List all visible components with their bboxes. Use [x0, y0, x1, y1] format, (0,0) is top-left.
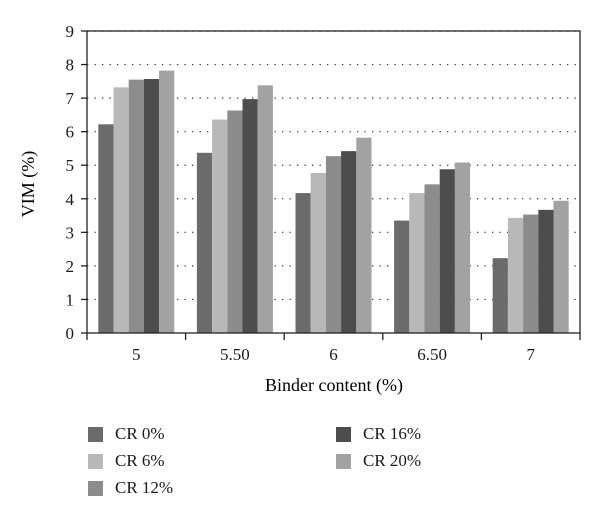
bar	[341, 151, 357, 333]
y-tick-label: 3	[66, 223, 75, 242]
legend: CR 0% CR 6% CR 12% CR 16% CR 20%	[88, 420, 508, 510]
legend-item: CR 12%	[88, 478, 173, 498]
bar	[492, 258, 508, 333]
bar	[325, 156, 342, 333]
x-tick-label: 7	[526, 345, 535, 364]
bar	[538, 209, 554, 333]
legend-label: CR 0%	[115, 424, 165, 443]
y-tick-label: 2	[66, 257, 75, 276]
legend-label: CR 6%	[115, 451, 165, 470]
bar-chart: 0 1 2 3 4 5 6 7 8 9 5 5.50 6 6.50 7 VIM (%) Binder co…	[18, 22, 581, 396]
bar	[439, 169, 455, 333]
bar	[553, 200, 569, 333]
bars	[98, 70, 569, 334]
bar	[212, 119, 228, 333]
bar	[424, 184, 440, 333]
y-tick-labels: 0 1 2 3 4 5 6 7 8 9	[66, 22, 75, 343]
axes	[81, 30, 581, 340]
y-tick-label: 4	[66, 190, 75, 209]
x-tick-label: 5.50	[220, 345, 250, 364]
y-tick-label: 1	[66, 290, 75, 309]
bar	[454, 162, 471, 333]
legend-label: CR 16%	[363, 424, 422, 443]
y-tick-label: 7	[66, 89, 75, 108]
bar	[310, 172, 326, 333]
bar	[295, 193, 311, 333]
bar	[128, 79, 144, 334]
bar	[242, 99, 258, 334]
x-tick-label: 5	[132, 345, 141, 364]
legend-swatch	[336, 426, 351, 442]
bar	[356, 137, 372, 333]
bar	[523, 214, 539, 333]
y-tick-label: 0	[66, 324, 75, 343]
bar	[227, 110, 243, 333]
y-axis-label: VIM (%)	[18, 151, 39, 217]
legend-item: CR 20%	[336, 451, 421, 471]
bar	[196, 152, 213, 333]
legend-item: CR 0%	[88, 424, 165, 444]
legend-item: CR 6%	[88, 451, 165, 471]
legend-label: CR 20%	[363, 451, 422, 470]
legend-label: CR 12%	[115, 478, 174, 497]
bar	[507, 217, 524, 333]
bar	[394, 220, 410, 333]
y-tick-label: 9	[66, 22, 75, 41]
x-tick-label: 6	[329, 345, 338, 364]
y-tick-label: 5	[66, 156, 75, 175]
legend-swatch	[336, 453, 351, 469]
x-axis-label: Binder content (%)	[265, 375, 403, 396]
bar	[143, 78, 160, 334]
bar	[98, 124, 114, 333]
plot-frame	[86, 30, 581, 334]
legend-swatch	[88, 480, 103, 496]
bar	[409, 193, 425, 333]
bar	[113, 87, 129, 333]
bar	[257, 85, 273, 333]
x-tick-labels: 5 5.50 6 6.50 7	[132, 345, 535, 364]
legend-swatch	[88, 453, 103, 469]
legend-item: CR 16%	[336, 424, 421, 444]
y-tick-label: 8	[66, 56, 75, 75]
legend-swatch	[88, 426, 103, 442]
bar	[159, 70, 175, 334]
y-tick-label: 6	[66, 123, 75, 142]
x-tick-label: 6.50	[417, 345, 447, 364]
